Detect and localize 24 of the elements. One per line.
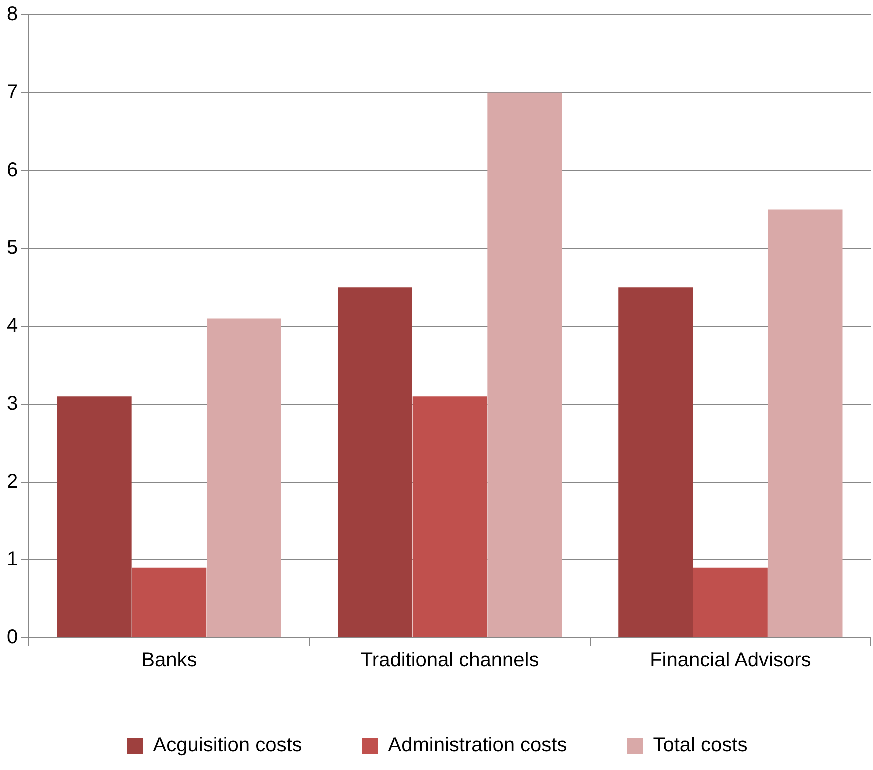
legend-label: Administration costs	[388, 734, 568, 757]
y-tick-label: 3	[7, 392, 18, 415]
y-tick-label: 5	[7, 237, 18, 260]
bar	[132, 568, 207, 638]
x-tick-label: Traditional channels	[360, 650, 540, 672]
bar	[488, 92, 562, 638]
bar	[207, 318, 282, 638]
bar	[338, 288, 412, 638]
y-tick-label: 6	[7, 159, 18, 182]
y-tick-label: 0	[7, 626, 18, 649]
x-tick-label: Banks	[142, 650, 198, 672]
bar	[412, 396, 488, 638]
legend-label: Total costs	[653, 734, 748, 757]
bar	[618, 288, 694, 638]
y-tick-label: 4	[7, 315, 18, 338]
x-tick-label: Financial Advisors	[650, 650, 812, 672]
y-tick-label: 1	[7, 548, 18, 571]
legend-label: Acguisition costs	[153, 734, 302, 757]
bar	[57, 396, 132, 638]
bar	[693, 568, 768, 638]
y-tick-label: 2	[7, 470, 18, 493]
y-tick-label: 8	[7, 4, 18, 26]
bar	[768, 210, 843, 638]
y-tick-label: 7	[7, 81, 18, 104]
